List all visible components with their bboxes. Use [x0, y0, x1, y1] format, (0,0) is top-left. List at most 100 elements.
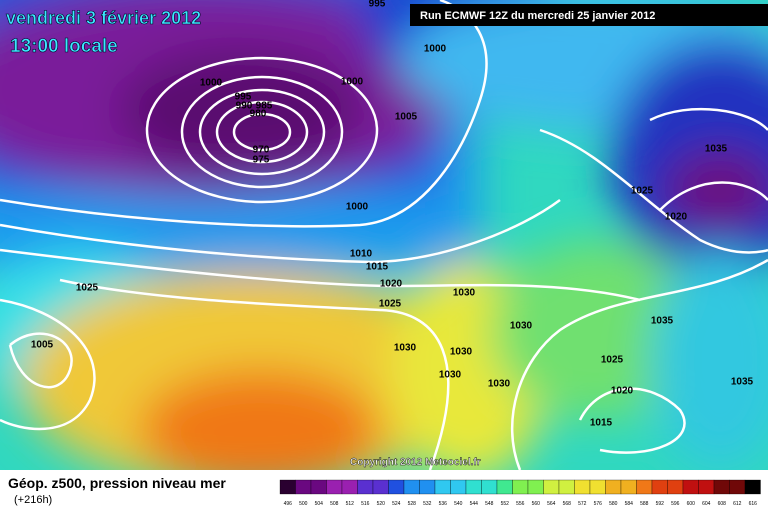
lead-time: (+216h) — [14, 494, 52, 506]
scale-swatch — [543, 479, 560, 495]
scale-swatch — [651, 479, 668, 495]
scale-label: 604 — [702, 501, 711, 507]
isobar-label: 1025 — [601, 355, 624, 366]
isobar-label: 1015 — [366, 262, 389, 273]
scale-label: 584 — [625, 501, 634, 507]
isobar-label: 1025 — [631, 186, 654, 197]
scale-swatch — [698, 479, 715, 495]
scale-label: 600 — [687, 501, 696, 507]
color-scale: 496 500 504 508 512 516 520 524 528 532 536 540 544 5… — [279, 479, 761, 507]
scale-label: 592 — [656, 501, 665, 507]
scale-swatch — [419, 479, 436, 495]
legend-title: Géop. z500, pression niveau mer — [8, 475, 226, 491]
isobars — [0, 0, 768, 471]
isobar-label: 1000 — [424, 44, 447, 55]
scale-label: 532 — [423, 501, 432, 507]
scale-label: 608 — [718, 501, 727, 507]
isobar-label: 995 — [369, 0, 386, 10]
isobar-label: 1025 — [379, 299, 402, 310]
scale-label: 556 — [516, 501, 525, 507]
scale-label: 528 — [408, 501, 417, 507]
scale-label: 596 — [671, 501, 680, 507]
geopotential-field — [0, 0, 768, 490]
isobar-label: 1030 — [439, 370, 462, 381]
scale-swatch — [512, 479, 529, 495]
isobar-label: 1020 — [611, 386, 634, 397]
scale-swatch — [326, 479, 343, 495]
scale-label: 580 — [609, 501, 618, 507]
scale-swatch — [295, 479, 312, 495]
scale-label: 512 — [346, 501, 355, 507]
scale-swatch — [465, 479, 482, 495]
scale-swatch — [341, 479, 358, 495]
scale-label: 508 — [330, 501, 339, 507]
scale-label: 516 — [361, 501, 370, 507]
scale-label: 548 — [485, 501, 494, 507]
isobar-label: 970 — [253, 145, 270, 156]
run-info: Run ECMWF 12Z du mercredi 25 janvier 201… — [420, 10, 655, 22]
scale-label: 544 — [470, 501, 479, 507]
scale-swatch — [682, 479, 699, 495]
isobar-label: 1035 — [651, 316, 674, 327]
scale-label: 572 — [578, 501, 587, 507]
scale-label: 540 — [454, 501, 463, 507]
scale-swatch — [279, 479, 296, 495]
isobar-label: 1005 — [395, 112, 418, 123]
scale-label: 552 — [501, 501, 510, 507]
scale-swatch — [574, 479, 591, 495]
scale-swatch — [496, 479, 513, 495]
scale-swatch — [589, 479, 606, 495]
scale-swatch — [481, 479, 498, 495]
scale-label: 496 — [284, 501, 293, 507]
isobar-label: 1030 — [510, 321, 533, 332]
isobar-label: 1010 — [350, 249, 373, 260]
isobar-label: 1035 — [705, 144, 728, 155]
scale-swatch — [388, 479, 405, 495]
scale-label: 520 — [377, 501, 386, 507]
isobar-label: 1030 — [450, 347, 473, 358]
scale-swatch — [434, 479, 451, 495]
scale-label: 616 — [749, 501, 758, 507]
isobar-label: 1035 — [731, 377, 754, 388]
scale-swatch — [744, 479, 761, 495]
isobar-label: 975 — [253, 155, 270, 166]
scale-swatch — [310, 479, 327, 495]
scale-label: 524 — [392, 501, 401, 507]
scale-label: 536 — [439, 501, 448, 507]
forecast-time: 13:00 locale — [10, 36, 118, 57]
run-banner — [410, 4, 768, 26]
scale-swatch — [636, 479, 653, 495]
scale-swatch — [667, 479, 684, 495]
isobar-label: 1030 — [394, 343, 417, 354]
isobar-label: 1000 — [200, 78, 223, 89]
scale-label: 612 — [733, 501, 742, 507]
isobar-label: 980 — [250, 109, 267, 120]
scale-swatch — [450, 479, 467, 495]
scale-swatch — [527, 479, 544, 495]
isobar-label: 995 — [235, 92, 252, 103]
isobar-label: 1020 — [665, 212, 688, 223]
scale-label: 504 — [315, 501, 324, 507]
isobar-label: 1020 — [380, 279, 403, 290]
scale-label: 568 — [563, 501, 572, 507]
scale-swatch — [620, 479, 637, 495]
scale-label: 500 — [299, 501, 308, 507]
scale-label: 564 — [547, 501, 556, 507]
isobar-label: 1025 — [76, 283, 99, 294]
scale-label: 588 — [640, 501, 649, 507]
isobar-label: 1030 — [488, 379, 511, 390]
scale-swatch — [403, 479, 420, 495]
forecast-date: vendredi 3 février 2012 — [6, 8, 201, 28]
isobar-label: 1000 — [341, 77, 364, 88]
isobar-label: 1030 — [453, 288, 476, 299]
isobar-label: 985 — [256, 101, 273, 112]
copyright: Copyright 2012 Meteociel.fr — [350, 457, 481, 468]
isobar-label: 1005 — [31, 340, 54, 351]
scale-label: 576 — [594, 501, 603, 507]
scale-swatch — [558, 479, 575, 495]
scale-swatch — [357, 479, 374, 495]
scale-label: 560 — [532, 501, 541, 507]
isobar-label: 1015 — [590, 418, 613, 429]
